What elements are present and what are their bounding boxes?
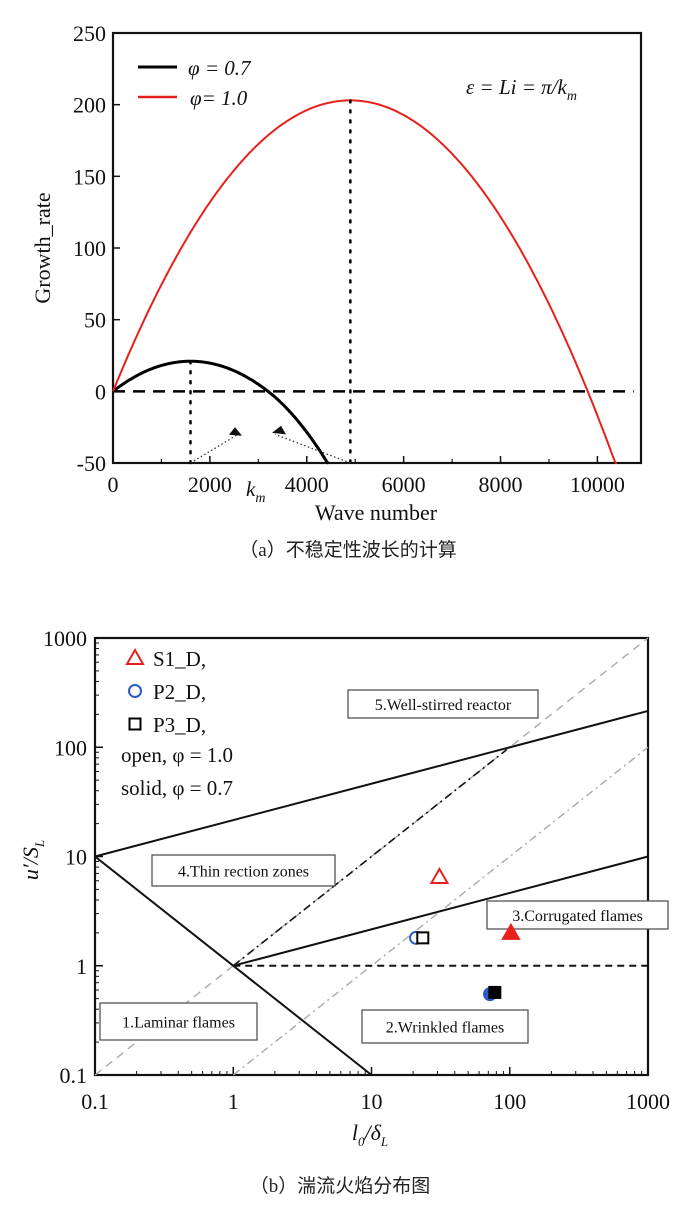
x-tick-label: 1000: [626, 1089, 670, 1114]
y-axis-label-b: u′/SL: [18, 840, 47, 880]
y-tick-label: 250: [73, 21, 106, 46]
x-tick-label: 1: [228, 1089, 239, 1114]
legend-marker-triangle: [125, 647, 145, 665]
data-point-s1-d-solid: [501, 922, 521, 940]
upper-boundary: [94, 709, 649, 858]
y-axis-label-a: Growth_rate: [30, 192, 55, 303]
x-tick-label: 10000: [570, 472, 625, 497]
y-tick-label: 1: [76, 954, 87, 979]
epsilon-annotation: ε = Li = π/km: [466, 75, 577, 104]
growth-rate-chart: 0 2000 4000 6000 8000 10000-50050100150200250…: [30, 21, 643, 561]
x-axis-label-b: l0/δL: [352, 1120, 388, 1149]
turbulent-flame-regime-chart: 0.1 1 10 100 1000 0.1 1 10 100 1000 5.Well-stirre…: [18, 626, 670, 1197]
region-label-box: [151, 854, 336, 887]
region-label-box: [486, 900, 669, 930]
x-axis-label-a: Wave number: [315, 500, 438, 525]
y-tick-label: 0.1: [60, 1063, 88, 1088]
y-tick-label: 100: [54, 735, 87, 760]
series-line-phi07: [112, 359, 330, 465]
x-tick-label: 2000: [188, 472, 232, 497]
y-tick-label: 1000: [43, 626, 87, 651]
series-line-phi10: [112, 99, 617, 464]
legend-note-solid: solid, φ = 0.7: [121, 776, 233, 800]
y-tick-label: -50: [77, 451, 106, 476]
km-arrow-left: [190, 433, 239, 464]
x-tick-label: 8000: [479, 472, 523, 497]
legend-label-s1: S1_D,: [153, 647, 206, 671]
ka-one-line: [232, 749, 508, 967]
x-tick-label: 10: [361, 1089, 383, 1114]
x-tick-label: 100: [493, 1089, 526, 1114]
x-tick-label: 0.1: [81, 1089, 109, 1114]
region-label: 4.Thin rection zones: [178, 864, 309, 881]
legend-label-phi10: φ= 1.0: [190, 86, 248, 110]
gray-diagonal-1: [94, 637, 649, 1076]
y-tick-label: 100: [73, 236, 106, 261]
km-arrowhead-right: [272, 425, 286, 435]
y-tick-label: 50: [84, 308, 106, 333]
corrugated-boundary: [232, 855, 649, 967]
region-label: 1.Laminar flames: [122, 1015, 235, 1032]
legend-a: φ = 0.7 φ= 1.0: [138, 56, 252, 110]
x-tick-label: 6000: [382, 472, 426, 497]
region-label: 2.Wrinkled flames: [386, 1020, 504, 1037]
km-arrowhead-left: [229, 427, 242, 436]
region-label-box: [347, 689, 539, 719]
legend-note-open: open, φ = 1.0: [121, 743, 233, 767]
region-label: 5.Well-stirred reactor: [375, 697, 512, 714]
legend-label-phi07: φ = 0.7: [188, 56, 252, 80]
data-point-p3-d-solid: [488, 985, 502, 999]
legend-label-p2: P2_D,: [153, 680, 206, 704]
caption-a: （a）不稳定性波长的计算: [239, 539, 456, 561]
legend-label-p3: P3_D,: [153, 713, 206, 737]
region-label-box: [361, 1009, 529, 1044]
region-label: 3.Corrugated flames: [512, 908, 643, 925]
km-label: km: [246, 477, 265, 506]
y-tick-label: 150: [73, 164, 106, 189]
legend-marker-square: [128, 717, 142, 731]
km-arrow-right: [274, 433, 351, 464]
data-point-p3-d-open: [416, 931, 430, 945]
y-tick-label: 200: [73, 93, 106, 118]
y-tick-label: 10: [65, 845, 87, 870]
caption-b: （b）湍流火焰分布图: [250, 1175, 431, 1197]
y-tick-label: 0: [95, 379, 106, 404]
x-tick-label: 4000: [285, 472, 329, 497]
data-point-s1-d-open: [429, 866, 450, 884]
region-label-box: [99, 1002, 258, 1041]
legend-marker-circle: [128, 684, 142, 698]
x-tick-label: 0: [108, 472, 119, 497]
